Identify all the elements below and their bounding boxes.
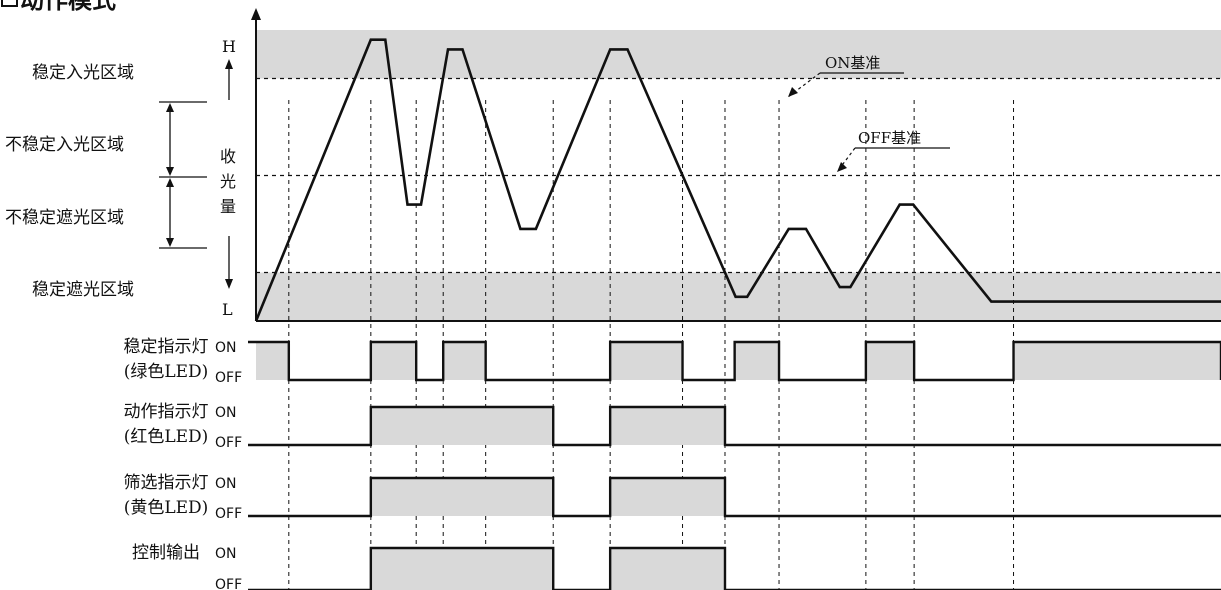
on-state-segment — [370, 342, 417, 380]
up-arrow-icon — [225, 59, 233, 69]
off-state-label: OFF — [215, 435, 242, 451]
y-axis-labels: H L 收 光 量 — [220, 37, 236, 319]
on-threshold-leader — [787, 72, 821, 98]
region-label-stable-dark: 稳定遮光区域 — [32, 280, 134, 300]
on-state-segment — [370, 548, 554, 590]
indicator-sublabel: (黄色LED) — [124, 498, 209, 518]
indicator-sublabel: (红色LED) — [124, 427, 209, 447]
title: 动作模式 — [1, 0, 116, 14]
y-axis-label-char-2: 光 — [220, 172, 236, 191]
on-state-segment — [610, 407, 725, 445]
region-label-unstable-light: 不稳定入光区域 — [5, 135, 124, 155]
signal-trace — [248, 476, 1221, 518]
off-threshold-label: OFF基准 — [858, 129, 921, 147]
square-bullet-icon — [1, 0, 18, 7]
high-level-label: H — [222, 37, 236, 56]
on-state-segment — [865, 342, 915, 380]
light-quantity-curve — [254, 38, 1221, 322]
on-state-label: ON — [215, 405, 237, 421]
on-state-segment — [443, 342, 486, 380]
region-brackets — [159, 59, 233, 289]
indicator-row-operation: 动作指示灯 (红色LED) ON OFF — [124, 402, 1221, 451]
on-state-segment — [610, 342, 683, 380]
on-state-segment — [370, 407, 554, 445]
arrowhead-icon — [166, 238, 174, 247]
down-arrow-icon — [225, 279, 233, 289]
signal-trace — [248, 340, 1221, 382]
y-axis-label-char-3: 量 — [220, 197, 236, 216]
on-state-segment — [610, 478, 725, 516]
axes — [251, 8, 1221, 322]
on-state-label: ON — [215, 340, 237, 356]
on-state-segment — [1013, 342, 1221, 380]
off-state-label: OFF — [215, 577, 242, 590]
indicator-label: 筛选指示灯 — [124, 473, 209, 493]
low-level-label: L — [222, 300, 233, 319]
arrowhead-icon — [166, 103, 174, 112]
indicator-sublabel: (绿色LED) — [124, 362, 209, 382]
indicator-row-filter: 筛选指示灯 (黄色LED) ON OFF — [124, 473, 1221, 522]
y-axis-label-char-1: 收 — [220, 147, 236, 166]
indicator-row-control: 控制输出 ON OFF — [132, 543, 1221, 590]
region-label-stable-light: 稳定入光区域 — [32, 63, 134, 83]
indicator-rows: 稳定指示灯 (绿色LED) ON OFF 动作指示灯 (红色LED) ON OFF 筛选指示灯 (… — [124, 337, 1221, 590]
off-state-label: OFF — [215, 506, 242, 522]
region-label-unstable-dark: 不稳定遮光区域 — [5, 208, 124, 228]
arrowhead-icon — [788, 87, 798, 97]
arrowhead-icon — [837, 162, 847, 172]
light-quantity-waveform — [254, 38, 1221, 322]
signal-trace — [248, 405, 1221, 447]
off-state-label: OFF — [215, 370, 242, 386]
on-state-segment — [734, 342, 780, 380]
indicator-label: 稳定指示灯 — [124, 337, 209, 357]
signal-trace — [248, 546, 1221, 590]
region-labels: 稳定入光区域 不稳定入光区域 不稳定遮光区域 稳定遮光区域 — [5, 63, 134, 300]
on-state-label: ON — [215, 476, 237, 492]
indicator-label: 动作指示灯 — [124, 402, 209, 422]
arrowhead-icon — [166, 178, 174, 187]
stable-light-region-band — [256, 30, 1221, 79]
on-state-segment — [370, 478, 554, 516]
indicator-row-stable: 稳定指示灯 (绿色LED) ON OFF — [124, 337, 1221, 386]
arrowhead-icon — [166, 167, 174, 176]
y-axis-arrowhead — [251, 8, 261, 20]
on-threshold-label: ON基准 — [825, 54, 880, 72]
on-state-segment — [610, 548, 725, 590]
page-title: 动作模式 — [20, 0, 116, 14]
threshold-lines: ON基准 OFF基准 — [256, 54, 1221, 274]
on-state-label: ON — [215, 546, 237, 562]
indicator-label: 控制输出 — [132, 543, 200, 563]
on-state-segment — [256, 342, 289, 380]
